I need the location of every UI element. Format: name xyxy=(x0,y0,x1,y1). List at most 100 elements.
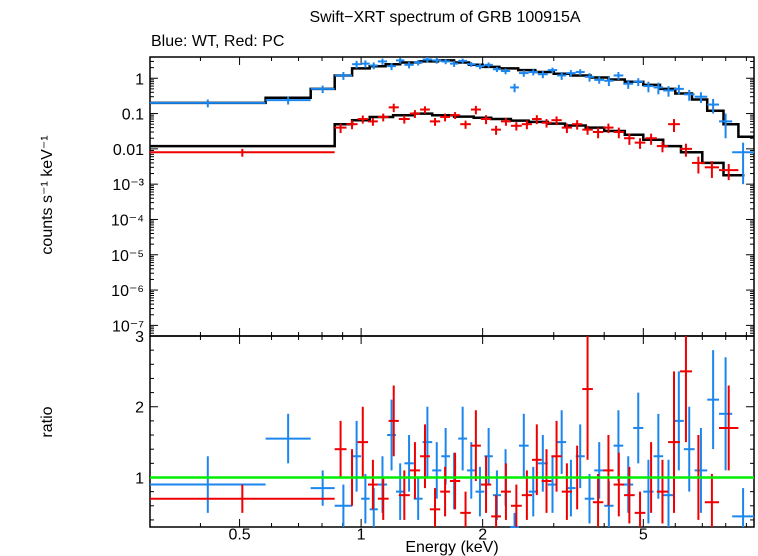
ratio-point-pc xyxy=(470,410,481,482)
ratio-point-pc xyxy=(429,488,441,527)
y-tick-label-spectrum: 10⁻⁷ xyxy=(112,318,144,335)
data-point-pc xyxy=(357,115,368,124)
ratio-point-pc xyxy=(668,371,680,513)
data-point-pc xyxy=(668,119,680,133)
ratio-point-wt xyxy=(719,357,733,471)
ratio-point-pc xyxy=(624,466,635,524)
ratio-point-pc xyxy=(603,435,614,506)
data-point-wt xyxy=(475,63,485,70)
data-point-pc xyxy=(719,164,739,181)
data-point-wt xyxy=(528,69,538,76)
y-tick-label-spectrum: 1 xyxy=(135,71,144,88)
ratio-point-pc xyxy=(440,466,450,517)
data-point-pc xyxy=(491,125,501,135)
data-point-wt xyxy=(673,84,684,95)
data-point-pc xyxy=(346,120,358,130)
data-point-pc xyxy=(521,120,532,130)
data-point-pc xyxy=(420,106,430,114)
data-point-wt xyxy=(377,58,388,65)
data-point-pc xyxy=(334,123,347,134)
data-point-wt xyxy=(566,70,576,77)
ratio-point-pc xyxy=(388,385,399,457)
data-point-wt xyxy=(422,57,433,63)
ratio-point-pc xyxy=(460,491,471,527)
data-point-wt xyxy=(584,73,595,82)
ratio-point-wt xyxy=(663,459,674,527)
data-point-pc xyxy=(603,123,614,134)
ratio-point-wt xyxy=(510,512,519,528)
ratio-point-pc xyxy=(367,459,378,510)
chart-title: Swift−XRT spectrum of GRB 100915A xyxy=(309,9,580,26)
data-point-wt xyxy=(484,62,493,68)
data-point-wt xyxy=(537,71,548,79)
ratio-point-pc xyxy=(592,473,604,527)
data-point-wt xyxy=(547,67,558,74)
data-point-wt xyxy=(449,60,459,67)
ratio-point-wt xyxy=(673,371,684,471)
data-point-wt xyxy=(633,78,644,87)
data-point-wt xyxy=(458,58,468,64)
ratio-point-wt xyxy=(732,488,754,527)
ratio-point-wt xyxy=(518,413,529,478)
x-axis-label: Energy (keV) xyxy=(405,539,498,556)
ratio-point-wt xyxy=(458,406,468,471)
ratio-point-wt xyxy=(707,350,720,450)
data-point-wt xyxy=(623,79,634,89)
ratio-point-pc xyxy=(582,336,593,460)
data-point-pc xyxy=(470,105,481,115)
ratio-point-pc xyxy=(551,420,562,492)
data-point-wt xyxy=(432,57,442,64)
data-point-pc xyxy=(572,120,583,130)
y-tick-label-ratio: 1 xyxy=(135,470,144,487)
data-point-wt xyxy=(719,113,733,139)
data-point-wt xyxy=(594,76,605,84)
data-point-pc xyxy=(531,115,542,125)
ratio-point-pc xyxy=(500,463,511,520)
data-point-wt xyxy=(265,96,311,105)
chart-subtitle: Blue: WT, Red: PC xyxy=(151,33,284,50)
ratio-point-wt xyxy=(352,420,362,492)
data-point-wt xyxy=(492,66,501,73)
x-tick-label: 5 xyxy=(639,526,648,543)
data-point-pc xyxy=(150,148,335,157)
ratio-point-wt xyxy=(361,473,370,524)
data-point-wt xyxy=(643,81,654,93)
ratio-point-wt xyxy=(653,413,664,499)
data-point-wt xyxy=(518,70,529,77)
y-tick-label-spectrum: 0.1 xyxy=(122,107,144,124)
ratio-point-wt xyxy=(467,442,476,499)
ratio-point-pc xyxy=(531,424,542,496)
data-point-pc xyxy=(449,112,461,120)
data-point-wt xyxy=(413,59,423,66)
data-point-wt xyxy=(694,92,708,103)
data-point-wt xyxy=(404,61,414,69)
data-point-pc xyxy=(561,123,573,134)
data-point-pc xyxy=(582,125,593,135)
ratio-point-wt xyxy=(265,413,311,464)
data-point-pc xyxy=(429,117,441,126)
ratio-point-pc xyxy=(357,406,368,478)
y-tick-label-ratio: 3 xyxy=(135,329,144,346)
data-point-wt xyxy=(395,57,405,64)
ratio-point-pc xyxy=(491,495,501,527)
ratio-point-pc xyxy=(719,385,739,471)
model-line-wt xyxy=(150,59,754,139)
data-point-wt xyxy=(557,72,567,80)
data-point-pc xyxy=(500,117,511,126)
ratio-frame xyxy=(149,335,755,528)
y-tick-label-spectrum: 10⁻⁴ xyxy=(111,212,144,229)
y-tick-label-spectrum: 10⁻⁵ xyxy=(111,248,144,265)
data-point-wt xyxy=(707,98,720,114)
data-point-pc xyxy=(624,133,635,145)
data-point-wt xyxy=(352,60,362,69)
data-point-pc xyxy=(551,116,562,126)
ratio-point-pc xyxy=(150,484,335,513)
data-point-wt xyxy=(441,59,450,65)
y-axis-label-spectrum: counts s⁻¹ keV⁻¹ xyxy=(39,135,56,254)
ratio-point-wt xyxy=(584,473,595,524)
data-point-wt xyxy=(387,63,396,71)
data-point-pc xyxy=(704,161,720,178)
data-point-wt xyxy=(653,82,664,95)
data-point-wt xyxy=(369,62,378,70)
